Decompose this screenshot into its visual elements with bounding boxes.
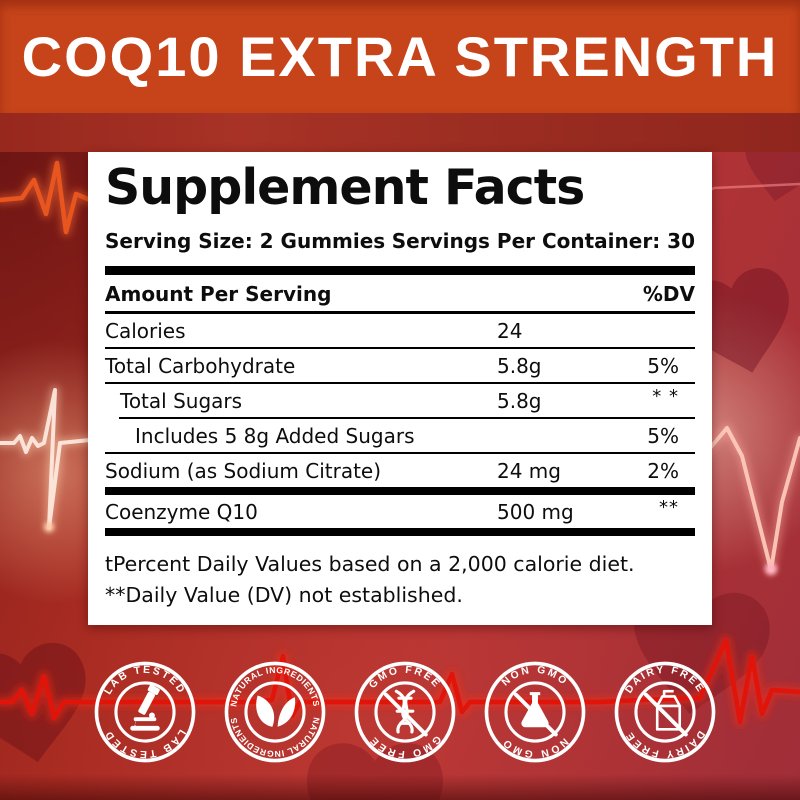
row-dv: * *: [652, 386, 679, 408]
divider-rule: [119, 417, 695, 420]
dark-red-strip: [0, 113, 800, 152]
slash-icon: [383, 692, 428, 737]
row-name: Sodium (as Sodium Citrate): [105, 458, 382, 483]
badge-stamp: NON GMO NON GMO: [484, 661, 586, 763]
ekg-line-mid-left: [0, 385, 95, 533]
badge-natural-ingredients: NATURAL INGREDIENTS NATURAL INGREDIENTS: [223, 660, 327, 764]
milk-carton-icon: [655, 689, 682, 731]
footnotes: tPercent Daily Values based on a 2,000 c…: [105, 549, 695, 611]
row-dv: 5%: [647, 423, 679, 448]
row-name: Calories: [105, 318, 186, 343]
table-row: Total Sugars 5.8g * *: [105, 384, 695, 417]
product-title-banner: COQ10 EXTRA STRENGTH: [0, 0, 800, 113]
row-amount: 500 mg: [497, 499, 574, 524]
badge-inner-ring: [634, 681, 696, 743]
badge-inner-ring: [374, 681, 436, 743]
ekg-line-badges: [0, 635, 800, 727]
table-header-row: Amount Per Serving %DV: [105, 275, 695, 315]
badge-non-gmo: NON GMO NON GMO: [483, 660, 587, 764]
amount-per-serving-header: Amount Per Serving: [105, 282, 332, 307]
row-dv: **: [659, 497, 679, 519]
badge-outer-ring: [94, 661, 196, 763]
badge-inner-ring: [114, 681, 176, 743]
badge-outer-ring: [354, 661, 456, 763]
divider-rule: [105, 528, 695, 537]
badge-stamp: GMO FREE GMO FREE: [354, 661, 456, 763]
badge-gmo-free: GMO FREE GMO FREE: [353, 660, 457, 764]
supplement-facts-panel: Supplement Facts Serving Size: 2 Gummies…: [88, 152, 712, 625]
badge-inner-ring: [504, 681, 566, 743]
badge-stamp: LAB TESTED LAB TESTED: [94, 661, 196, 763]
row-amount: 24 mg: [497, 458, 561, 483]
badge-stamp: DAIRY FREE DAIRY FREE: [614, 661, 716, 763]
slash-icon: [513, 692, 558, 737]
row-dv: 2%: [647, 458, 679, 483]
serving-size: Serving Size: 2 Gummies: [105, 229, 386, 254]
dv-header: %DV: [642, 282, 695, 307]
divider-rule: [105, 382, 695, 385]
badge-outer-ring: [484, 661, 586, 763]
bottom-shade: [0, 774, 800, 800]
table-row: Calories 24: [105, 314, 695, 347]
badge-curved-text: NATURAL INGREDIENTS NATURAL INGREDIENTS: [228, 665, 321, 759]
badge-stamp: NATURAL INGREDIENTS NATURAL INGREDIENTS: [224, 661, 326, 763]
thick-divider-bar: [105, 266, 695, 276]
divider-rule: [105, 487, 695, 496]
badge-outer-ring: [224, 661, 326, 763]
row-name: Coenzyme Q10: [105, 499, 258, 524]
slash-icon: [643, 692, 688, 737]
badge-dairy-free: DAIRY FREE DAIRY FREE: [613, 660, 717, 764]
table-row: Total Carbohydrate 5.8g 5%: [105, 349, 695, 382]
footnote-text: **Daily Value (DV) not established.: [105, 583, 463, 608]
row-amount: 5.8g: [497, 353, 542, 378]
ekg-line-right: [695, 182, 800, 575]
row-amount: 24: [497, 318, 523, 343]
divider-rule: [105, 347, 695, 350]
footnote-text: tPercent Daily Values based on a 2,000 c…: [105, 552, 635, 577]
servings-per-container: Servings Per Container: 30: [391, 229, 695, 254]
badge-outer-ring: [614, 661, 716, 763]
nutrition-table-body: Calories 24 Total Carbohydrate 5.8g 5% Total …: [105, 314, 695, 537]
table-row: Includes 5 8g Added Sugars 5%: [105, 419, 695, 452]
badge-lab-tested: LAB TESTED LAB TESTED: [93, 660, 197, 764]
row-name: Includes 5 8g Added Sugars: [135, 423, 415, 448]
table-row: Coenzyme Q10 500 mg **: [105, 495, 695, 528]
row-amount: 5.8g: [497, 388, 542, 413]
microscope-icon: [130, 684, 160, 731]
row-name: Total Sugars: [120, 388, 243, 413]
leaves-icon: [256, 695, 296, 727]
panel-title: Supplement Facts: [105, 159, 585, 216]
serving-info-row: Serving Size: 2 Gummies Servings Per Con…: [105, 229, 695, 253]
product-title: COQ10 EXTRA STRENGTH: [21, 25, 779, 88]
row-dv: 5%: [647, 353, 679, 378]
ekg-glow-dot: [44, 522, 54, 532]
row-name: Total Carbohydrate: [105, 353, 296, 378]
table-row: Sodium (as Sodium Citrate) 24 mg 2%: [105, 454, 695, 487]
ekg-glow-dot: [765, 563, 777, 575]
ekg-line-top-left: [0, 158, 95, 237]
divider-rule: [105, 452, 695, 455]
badge-inner-ring: [244, 681, 306, 743]
